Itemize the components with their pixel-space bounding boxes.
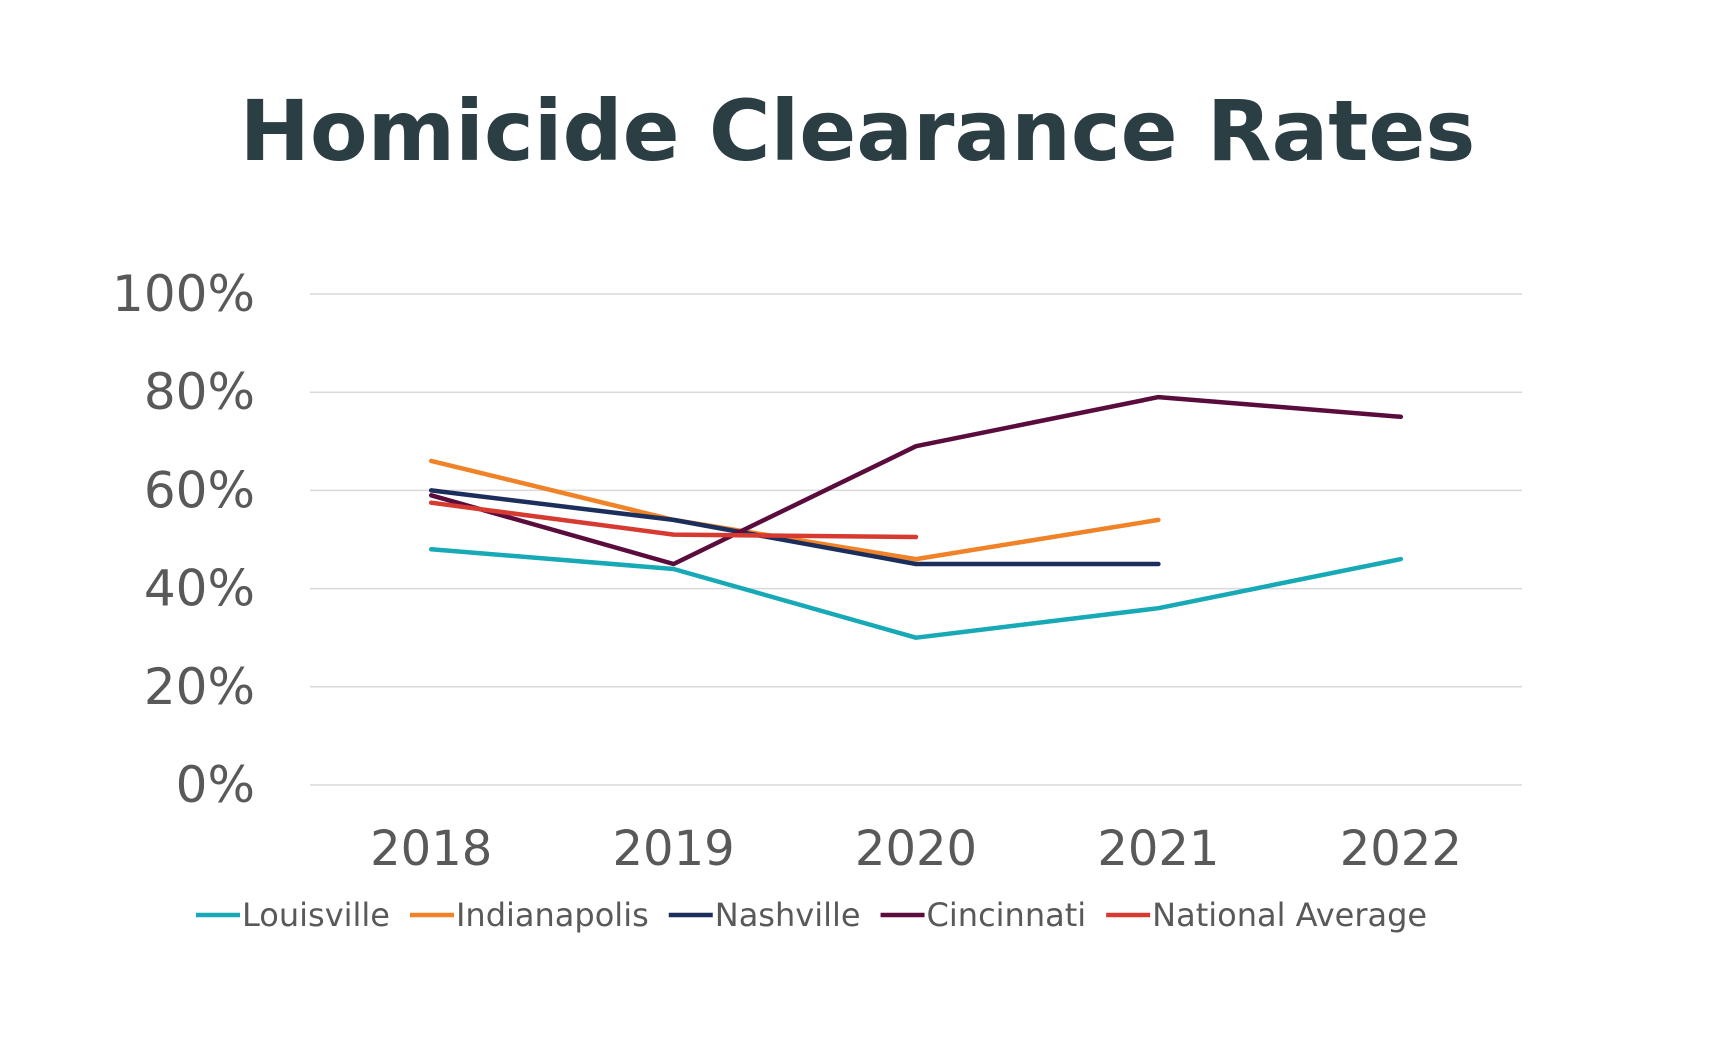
series-louisville bbox=[428, 547, 1404, 640]
legend-item: Louisville bbox=[196, 896, 390, 934]
x-tick-label: 2021 bbox=[1097, 821, 1219, 877]
y-tick-label: 0% bbox=[176, 756, 255, 814]
chart-title: Homicide Clearance Rates bbox=[239, 82, 1476, 180]
y-tick-label: 60% bbox=[144, 461, 255, 519]
series-lines bbox=[428, 394, 1404, 640]
series-cincinnati bbox=[428, 394, 1404, 567]
legend-label: Cincinnati bbox=[927, 896, 1087, 934]
y-tick-label: 80% bbox=[144, 363, 255, 421]
x-axis-tick-labels: 2018 2019 2020 2021 2022 bbox=[370, 821, 1462, 877]
series-nashville bbox=[428, 488, 1161, 567]
series-indianapolis bbox=[428, 458, 1161, 562]
legend-label: Indianapolis bbox=[456, 896, 649, 934]
legend-item: Cincinnati bbox=[880, 896, 1087, 934]
legend-item: Nashville bbox=[668, 896, 861, 934]
x-tick-label: 2020 bbox=[855, 821, 977, 877]
series-line bbox=[428, 488, 1161, 567]
legend-label: National Average bbox=[1152, 896, 1427, 934]
y-axis-tick-labels: 0% 20% 40% 60% 80% 100% bbox=[112, 265, 255, 814]
gridlines bbox=[310, 293, 1522, 786]
legend: Louisville Indianapolis Nashville Cincinnat… bbox=[196, 896, 1427, 934]
y-tick-label: 100% bbox=[112, 265, 255, 323]
legend-label: Louisville bbox=[242, 896, 390, 934]
y-tick-label: 20% bbox=[144, 658, 255, 716]
legend-item: Indianapolis bbox=[409, 896, 649, 934]
series-national-average bbox=[428, 500, 919, 540]
x-tick-label: 2022 bbox=[1340, 821, 1462, 877]
x-tick-label: 2018 bbox=[370, 821, 492, 877]
legend-item: National Average bbox=[1106, 896, 1427, 934]
x-tick-label: 2019 bbox=[613, 821, 735, 877]
y-tick-label: 40% bbox=[144, 560, 255, 618]
legend-label: Nashville bbox=[715, 896, 861, 934]
series-line bbox=[428, 458, 1161, 562]
